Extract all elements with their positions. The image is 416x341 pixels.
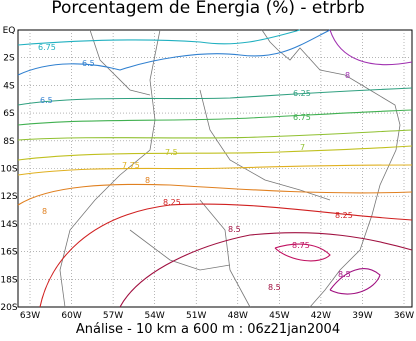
latitude-label: 18S: [0, 275, 17, 285]
footer: Análise - 10 km a 600 m : 06z21jan2004: [76, 322, 340, 337]
longitude-label: 48W: [228, 311, 248, 321]
latitude-label: EQ: [3, 26, 16, 36]
contour-label: 6.75: [38, 43, 56, 52]
contour-label: 7: [300, 143, 305, 152]
longitude-label: 60W: [61, 311, 81, 321]
longitude-label: 42W: [311, 311, 331, 321]
longitude-label: 54W: [144, 311, 164, 321]
longitude-label: 45W: [269, 311, 289, 321]
longitude-label: 57W: [103, 311, 123, 321]
latitude-label: 6S: [3, 109, 15, 119]
contour-label: 8.5: [228, 225, 241, 234]
latitude-label: 2S: [3, 54, 15, 64]
contour-label: 8.5: [338, 270, 351, 279]
contour-label: 8: [145, 176, 150, 185]
latitude-label: 10S: [0, 165, 17, 175]
longitude-label: 51W: [186, 311, 206, 321]
latitude-label: 12S: [0, 192, 17, 202]
contour-label: 8: [42, 207, 47, 216]
longitude-label: 39W: [352, 311, 372, 321]
longitude-label: 63W: [20, 311, 40, 321]
latitude-label: 16S: [0, 248, 17, 258]
contour-label: 7.5: [165, 148, 178, 157]
contour-label: 6.5: [82, 59, 95, 68]
contour-label: 8.75: [292, 241, 310, 250]
contours: [17, 29, 413, 308]
latitude-label: 8S: [3, 137, 15, 147]
contour-label: 8.25: [335, 211, 353, 220]
latitude-label: 14S: [0, 220, 17, 230]
geography: [59, 29, 401, 308]
latitude-label: 4S: [3, 81, 15, 91]
contour-label: 8.5: [268, 283, 281, 292]
contour-labels: 6.75 6.5 6.5 8 6.25 6.75 7 7.5 7.75 8 8 …: [38, 43, 353, 292]
title: Porcentagem de Energia (%) - etrbrb: [51, 0, 364, 18]
contour-label: 7.75: [122, 161, 140, 170]
contour-label: 8: [345, 71, 350, 80]
contour-label: 6.75: [293, 113, 311, 122]
contour-label: 8.25: [163, 198, 181, 207]
contour-label: 6.5: [40, 96, 53, 105]
longitude-label: 36W: [394, 311, 414, 321]
latitude-label: 20S: [0, 303, 17, 313]
contour-label: 6.25: [293, 89, 311, 98]
